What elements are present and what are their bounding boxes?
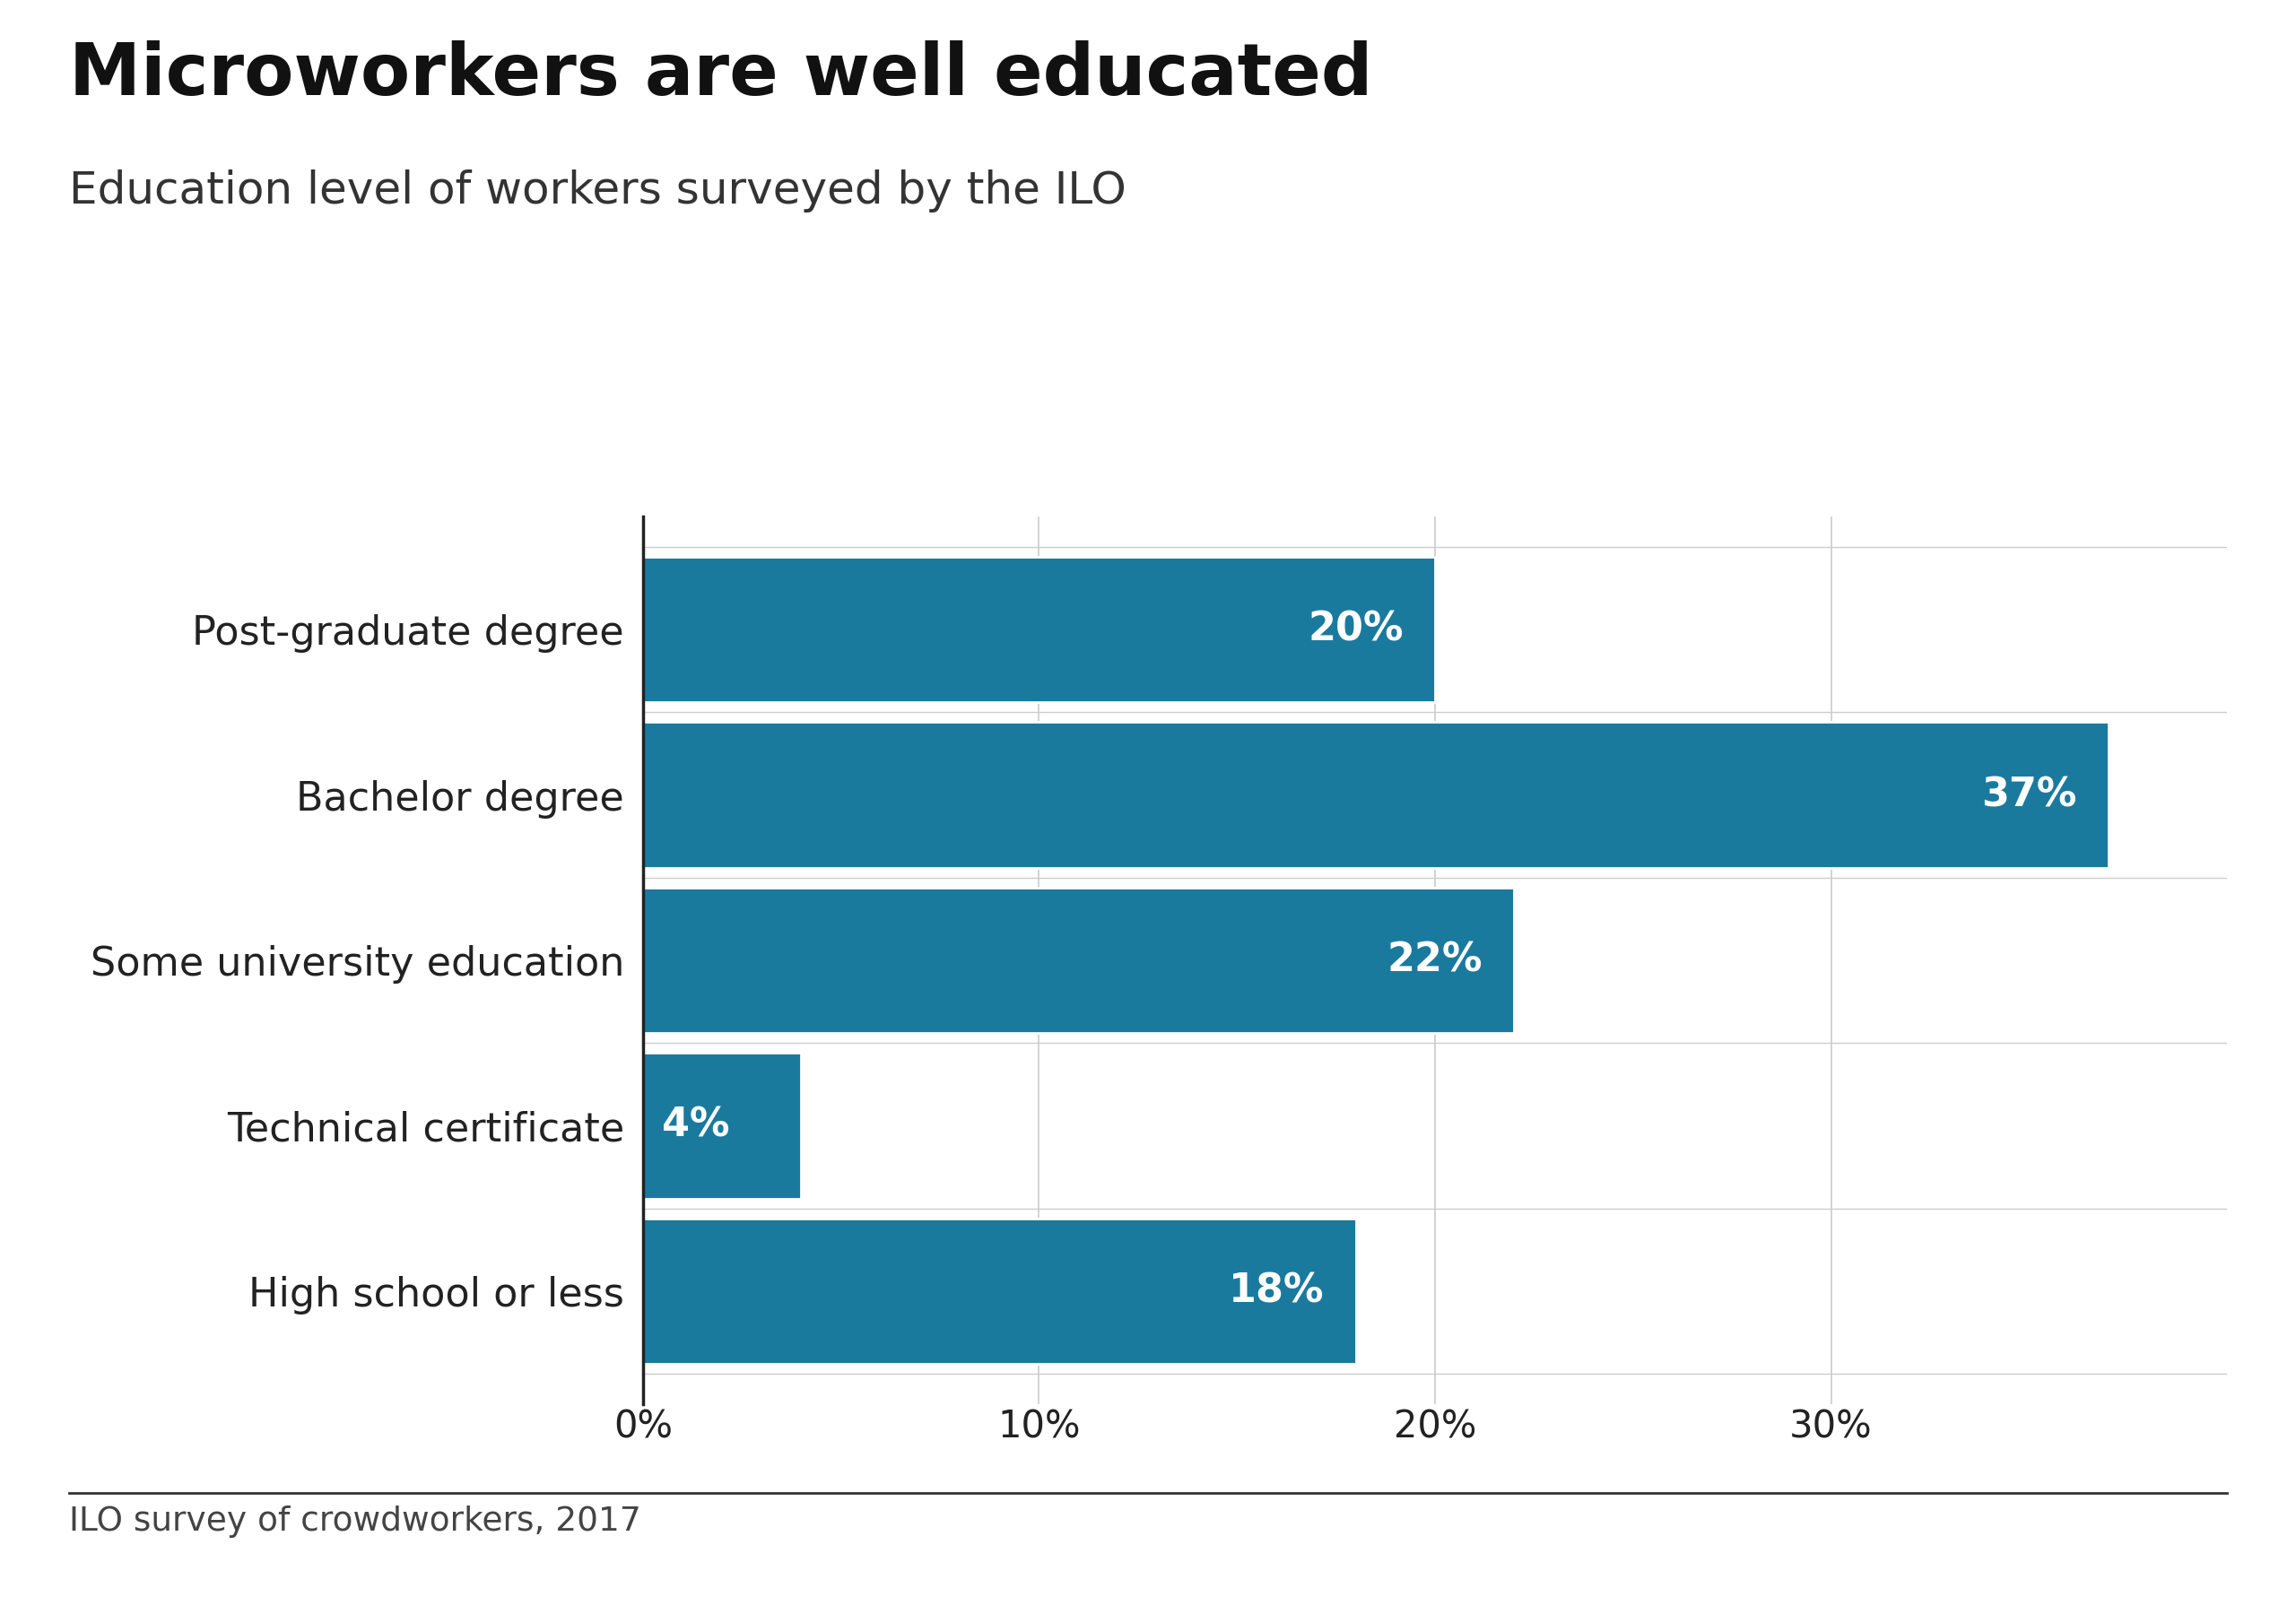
- Bar: [643, 888, 1515, 1033]
- Text: 22%: 22%: [1387, 941, 1483, 980]
- Text: 37%: 37%: [1981, 776, 2076, 813]
- Text: 4%: 4%: [661, 1107, 730, 1144]
- Text: ILO survey of crowdworkers, 2017: ILO survey of crowdworkers, 2017: [69, 1506, 641, 1538]
- Bar: [643, 1052, 801, 1199]
- Bar: [643, 721, 2108, 868]
- Text: Microworkers are well educated: Microworkers are well educated: [69, 40, 1373, 110]
- Text: 18%: 18%: [1228, 1272, 1325, 1311]
- Text: 20%: 20%: [1309, 610, 1403, 649]
- Bar: [643, 557, 1435, 702]
- Text: Education level of workers surveyed by the ILO: Education level of workers surveyed by t…: [69, 169, 1125, 213]
- Text: BBC: BBC: [2096, 1524, 2179, 1562]
- Bar: [643, 1219, 1355, 1364]
